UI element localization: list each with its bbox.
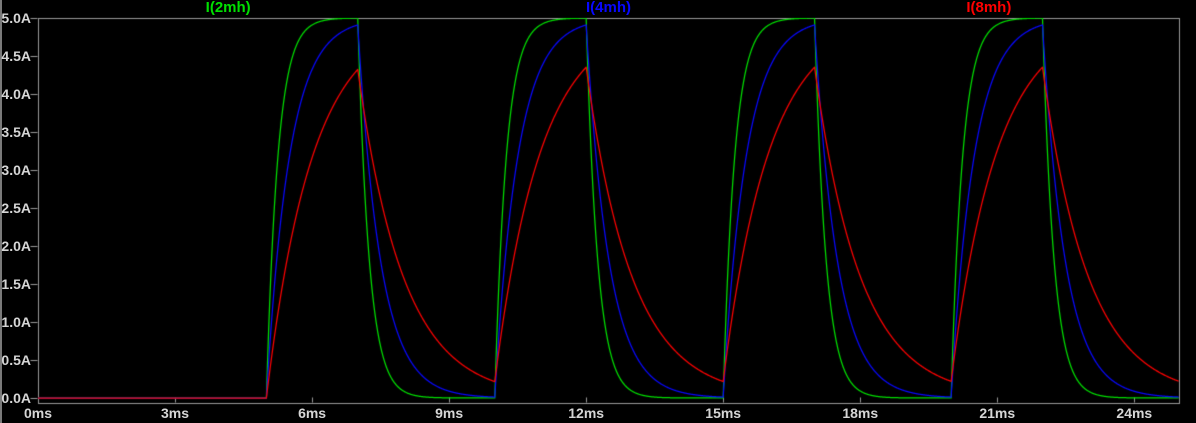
y-tick-label: 3.0A — [1, 162, 31, 178]
y-tick-label: 4.0A — [1, 86, 31, 102]
y-tick-label: 1.0A — [1, 314, 31, 330]
legend-label-i-2mh-[interactable]: I(2mh) — [205, 0, 251, 16]
y-tick-label: 2.5A — [1, 200, 31, 216]
y-tick-label: 0.0A — [1, 390, 31, 406]
x-tick-label: 24ms — [1116, 405, 1153, 421]
x-tick-label: 12ms — [568, 405, 605, 421]
window-left-edge — [0, 0, 2, 423]
y-tick-label: 3.5A — [1, 124, 31, 140]
y-tick-label: 0.5A — [1, 352, 31, 368]
x-tick-label: 6ms — [298, 405, 327, 421]
legend-label-i-4mh-[interactable]: I(4mh) — [586, 0, 631, 16]
y-tick-label: 2.0A — [1, 238, 31, 254]
legend-label-i-8mh-[interactable]: I(8mh) — [966, 0, 1012, 16]
y-tick-label: 1.5A — [1, 276, 31, 292]
x-tick-label: 0ms — [23, 405, 53, 421]
y-tick-label: 4.5A — [1, 48, 31, 64]
x-tick-label: 9ms — [435, 405, 464, 421]
y-tick-label: 5.0A — [1, 10, 31, 26]
x-tick-label: 21ms — [979, 405, 1016, 421]
x-tick-label: 18ms — [842, 405, 879, 421]
x-tick-label: 15ms — [705, 405, 742, 421]
x-tick-label: 3ms — [161, 405, 190, 421]
